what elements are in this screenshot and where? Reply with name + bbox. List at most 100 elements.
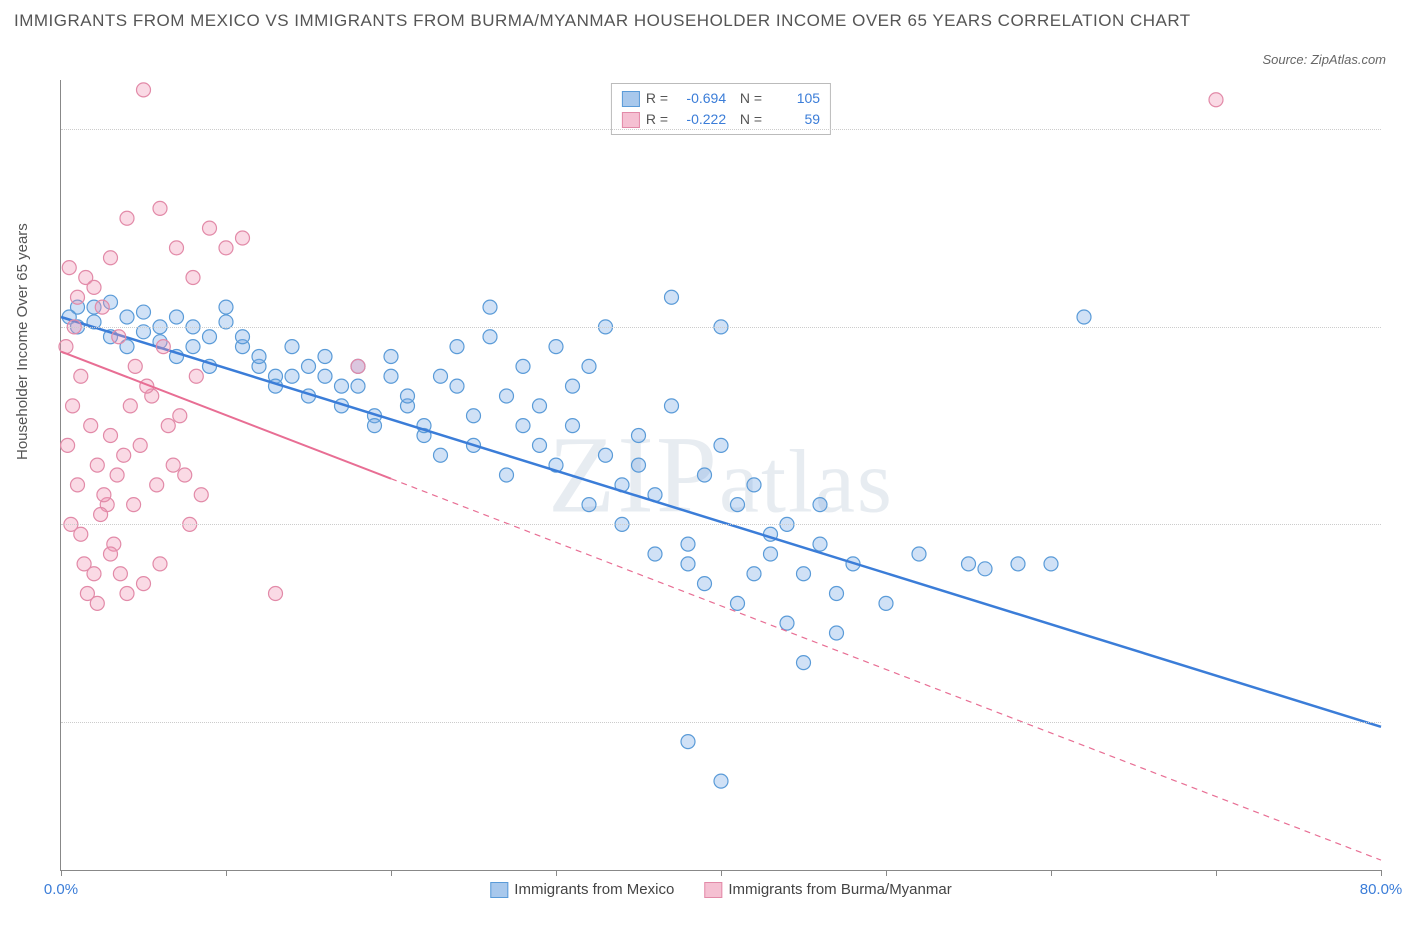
data-point — [104, 429, 118, 443]
data-point — [90, 596, 104, 610]
data-point — [813, 537, 827, 551]
data-point — [74, 527, 88, 541]
data-point — [1011, 557, 1025, 571]
data-point — [137, 577, 151, 591]
data-point — [632, 429, 646, 443]
trend-line — [61, 352, 391, 479]
data-point — [84, 419, 98, 433]
data-point — [566, 379, 580, 393]
x-tick — [886, 870, 887, 876]
y-tick-label: $20,000 — [1391, 713, 1406, 730]
legend-label-mexico: Immigrants from Mexico — [514, 881, 674, 898]
data-point — [104, 251, 118, 265]
data-point — [71, 290, 85, 304]
data-point — [681, 735, 695, 749]
data-point — [133, 438, 147, 452]
data-point — [318, 369, 332, 383]
data-point — [368, 419, 382, 433]
data-point — [318, 350, 332, 364]
data-point — [252, 350, 266, 364]
legend-item-mexico: Immigrants from Mexico — [490, 881, 674, 898]
data-point — [62, 261, 76, 275]
data-point — [434, 369, 448, 383]
data-point — [780, 616, 794, 630]
data-point — [632, 458, 646, 472]
data-point — [450, 340, 464, 354]
data-point — [516, 419, 530, 433]
x-tick — [721, 870, 722, 876]
x-tick-label: 80.0% — [1360, 881, 1403, 898]
data-point — [681, 557, 695, 571]
chart-title: IMMIGRANTS FROM MEXICO VS IMMIGRANTS FRO… — [14, 8, 1206, 34]
data-point — [194, 488, 208, 502]
data-point — [681, 537, 695, 551]
x-tick — [226, 870, 227, 876]
y-tick-label: $40,000 — [1391, 516, 1406, 533]
x-tick — [1051, 870, 1052, 876]
y-tick-label: $60,000 — [1391, 318, 1406, 335]
data-point — [401, 389, 415, 403]
data-point — [731, 596, 745, 610]
data-point — [450, 379, 464, 393]
data-point — [120, 211, 134, 225]
data-point — [186, 340, 200, 354]
x-tick — [61, 870, 62, 876]
data-point — [128, 359, 142, 373]
data-point — [1209, 93, 1223, 107]
x-tick — [391, 870, 392, 876]
data-point — [351, 379, 365, 393]
data-point — [186, 271, 200, 285]
data-point — [87, 567, 101, 581]
data-point — [797, 567, 811, 581]
data-point — [714, 774, 728, 788]
data-point — [203, 330, 217, 344]
data-point — [156, 340, 170, 354]
data-point — [71, 478, 85, 492]
data-point — [962, 557, 976, 571]
data-point — [104, 547, 118, 561]
data-point — [549, 340, 563, 354]
data-point — [94, 508, 108, 522]
data-point — [150, 478, 164, 492]
data-point — [189, 369, 203, 383]
chart-canvas — [61, 80, 1381, 870]
data-point — [90, 458, 104, 472]
data-point — [285, 340, 299, 354]
data-point — [500, 389, 514, 403]
data-point — [219, 300, 233, 314]
legend-item-burma: Immigrants from Burma/Myanmar — [704, 881, 951, 898]
gridline — [61, 524, 1381, 525]
data-point — [467, 409, 481, 423]
data-point — [137, 83, 151, 97]
swatch-mexico-icon — [490, 882, 508, 898]
data-point — [110, 468, 124, 482]
data-point — [120, 587, 134, 601]
data-point — [161, 419, 175, 433]
data-point — [731, 498, 745, 512]
data-point — [500, 468, 514, 482]
swatch-burma-icon — [704, 882, 722, 898]
data-point — [351, 359, 365, 373]
data-point — [599, 448, 613, 462]
data-point — [335, 379, 349, 393]
data-point — [97, 488, 111, 502]
y-tick-label: $80,000 — [1391, 121, 1406, 138]
data-point — [87, 280, 101, 294]
x-tick-label: 0.0% — [44, 881, 78, 898]
data-point — [66, 399, 80, 413]
data-point — [879, 596, 893, 610]
trend-line — [61, 317, 1381, 727]
data-point — [714, 438, 728, 452]
data-point — [1077, 310, 1091, 324]
data-point — [384, 369, 398, 383]
data-point — [203, 221, 217, 235]
x-tick — [1381, 870, 1382, 876]
data-point — [516, 359, 530, 373]
data-point — [285, 369, 299, 383]
data-point — [747, 567, 761, 581]
gridline — [61, 722, 1381, 723]
data-point — [813, 498, 827, 512]
data-point — [127, 498, 141, 512]
data-point — [236, 231, 250, 245]
source-attribution: Source: ZipAtlas.com — [1262, 52, 1386, 67]
